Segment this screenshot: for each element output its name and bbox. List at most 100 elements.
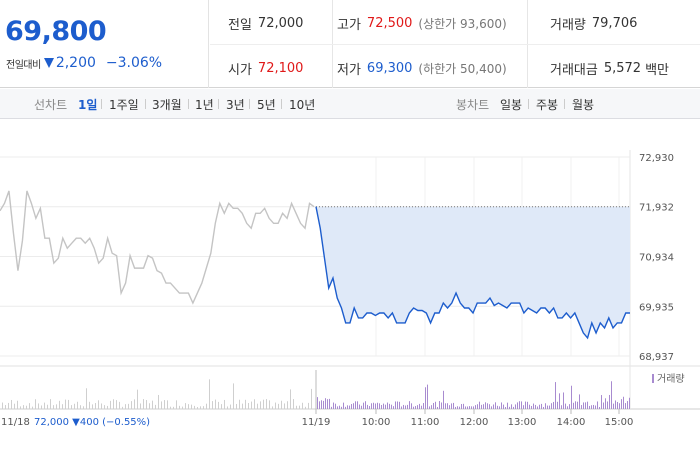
- y-tick-label: 71,932: [639, 203, 674, 214]
- volume-bar: [161, 401, 162, 409]
- volume-bar: [116, 400, 117, 409]
- series-fill-area: [316, 206, 630, 338]
- tab-1d[interactable]: 1일: [78, 98, 98, 112]
- volume-bar: [339, 405, 340, 409]
- volume-bar: [433, 402, 434, 409]
- volume-legend-label: 거래량: [657, 373, 685, 385]
- stat-open: 시가 72,100: [228, 58, 303, 78]
- volume-bar: [363, 402, 364, 409]
- volume-bar: [242, 403, 243, 409]
- volume-bar: [459, 406, 460, 409]
- tab-5y[interactable]: 5년: [257, 98, 276, 112]
- volume-bar: [86, 388, 87, 409]
- volume-bar: [92, 404, 93, 409]
- volume-bar: [603, 402, 604, 409]
- stat-trade-amount: 거래대금 5,572 백만: [550, 58, 669, 78]
- volume-bar: [515, 404, 516, 409]
- volume-bar: [429, 406, 430, 409]
- volume-bar: [401, 406, 402, 409]
- x-tick-label: 13:00: [508, 417, 537, 428]
- volume-bar: [26, 405, 27, 409]
- volume-bar: [577, 401, 578, 409]
- volume-bar: [131, 401, 132, 409]
- volume-bar: [529, 404, 530, 409]
- volume-bar: [347, 405, 348, 409]
- x-tick-label: 15:00: [605, 417, 634, 428]
- volume-bar: [391, 404, 392, 409]
- tab-3y[interactable]: 3년: [226, 98, 245, 112]
- volume-bar: [11, 399, 12, 409]
- tab-weekly-candle[interactable]: 주봉: [536, 98, 559, 112]
- tab-10y[interactable]: 10년: [289, 98, 316, 112]
- volume-bar: [491, 406, 492, 409]
- volume-bar: [299, 405, 300, 409]
- volume-bar: [128, 403, 129, 409]
- volume-bar: [609, 394, 610, 409]
- volume-bar: [149, 403, 150, 409]
- volume-bar: [579, 394, 580, 409]
- volume-bar: [407, 404, 408, 409]
- volume-bar: [122, 406, 123, 409]
- volume-bar: [385, 404, 386, 409]
- volume-bar: [56, 404, 57, 409]
- volume-bar: [32, 406, 33, 409]
- volume-bar: [589, 405, 590, 409]
- volume-bar: [443, 390, 444, 409]
- volume-bar: [257, 403, 258, 409]
- volume-bar: [263, 399, 264, 409]
- tab-1y[interactable]: 1년: [195, 98, 214, 112]
- diff-label: 전일대비: [6, 59, 41, 71]
- volume-bar: [623, 396, 624, 409]
- volume-bar: [525, 401, 526, 409]
- volume-bar: [375, 403, 376, 409]
- stat-label: 전일: [228, 17, 252, 33]
- volume-bar: [477, 404, 478, 409]
- volume-bar: [206, 403, 207, 409]
- volume-bar: [537, 406, 538, 409]
- volume-bar: [611, 381, 612, 409]
- volume-bar: [559, 393, 560, 409]
- volume-bar: [155, 404, 156, 409]
- stat-value: 72,000: [257, 15, 304, 31]
- divider: [218, 99, 219, 109]
- volume-bar: [266, 399, 267, 409]
- volume-bar: [605, 398, 606, 409]
- volume-bar: [296, 405, 297, 409]
- down-arrow-icon: [43, 58, 54, 68]
- volume-bar: [625, 403, 626, 409]
- tab-3m[interactable]: 3개월: [152, 98, 182, 112]
- volume-bar: [230, 404, 231, 409]
- volume-bar: [387, 402, 388, 409]
- volume-bar: [173, 406, 174, 409]
- stat-value: 69,300: [366, 60, 413, 76]
- volume-bar: [218, 401, 219, 409]
- volume-bar: [176, 400, 177, 409]
- tab-1w[interactable]: 1주일: [109, 98, 139, 112]
- volume-bar: [170, 406, 171, 409]
- volume-bar: [519, 401, 520, 409]
- volume-bar: [349, 405, 350, 409]
- volume-bar: [569, 404, 570, 409]
- volume-bar: [167, 400, 168, 409]
- tab-monthly-candle[interactable]: 월봉: [572, 98, 595, 112]
- divider: [188, 99, 189, 109]
- volume-bar: [425, 387, 426, 409]
- tab-daily-candle[interactable]: 일봉: [500, 98, 523, 112]
- volume-bar: [53, 405, 54, 409]
- volume-bar: [379, 403, 380, 409]
- stat-value: 72,100: [257, 60, 304, 76]
- volume-bar: [457, 406, 458, 409]
- volume-bar: [511, 404, 512, 409]
- line-chart-label: 선차트: [34, 98, 68, 112]
- volume-bar: [587, 401, 588, 409]
- volume-bar: [527, 401, 528, 409]
- volume-bar: [359, 404, 360, 409]
- volume-bar: [284, 403, 285, 409]
- stat-volume: 거래량 79,706: [550, 13, 637, 33]
- volume-bar: [545, 403, 546, 409]
- volume-bar: [409, 401, 410, 409]
- x-tick-label: 11:00: [411, 417, 440, 428]
- volume-bar: [393, 406, 394, 409]
- volume-bar: [305, 406, 306, 409]
- y-tick-label: 72,930: [639, 153, 674, 164]
